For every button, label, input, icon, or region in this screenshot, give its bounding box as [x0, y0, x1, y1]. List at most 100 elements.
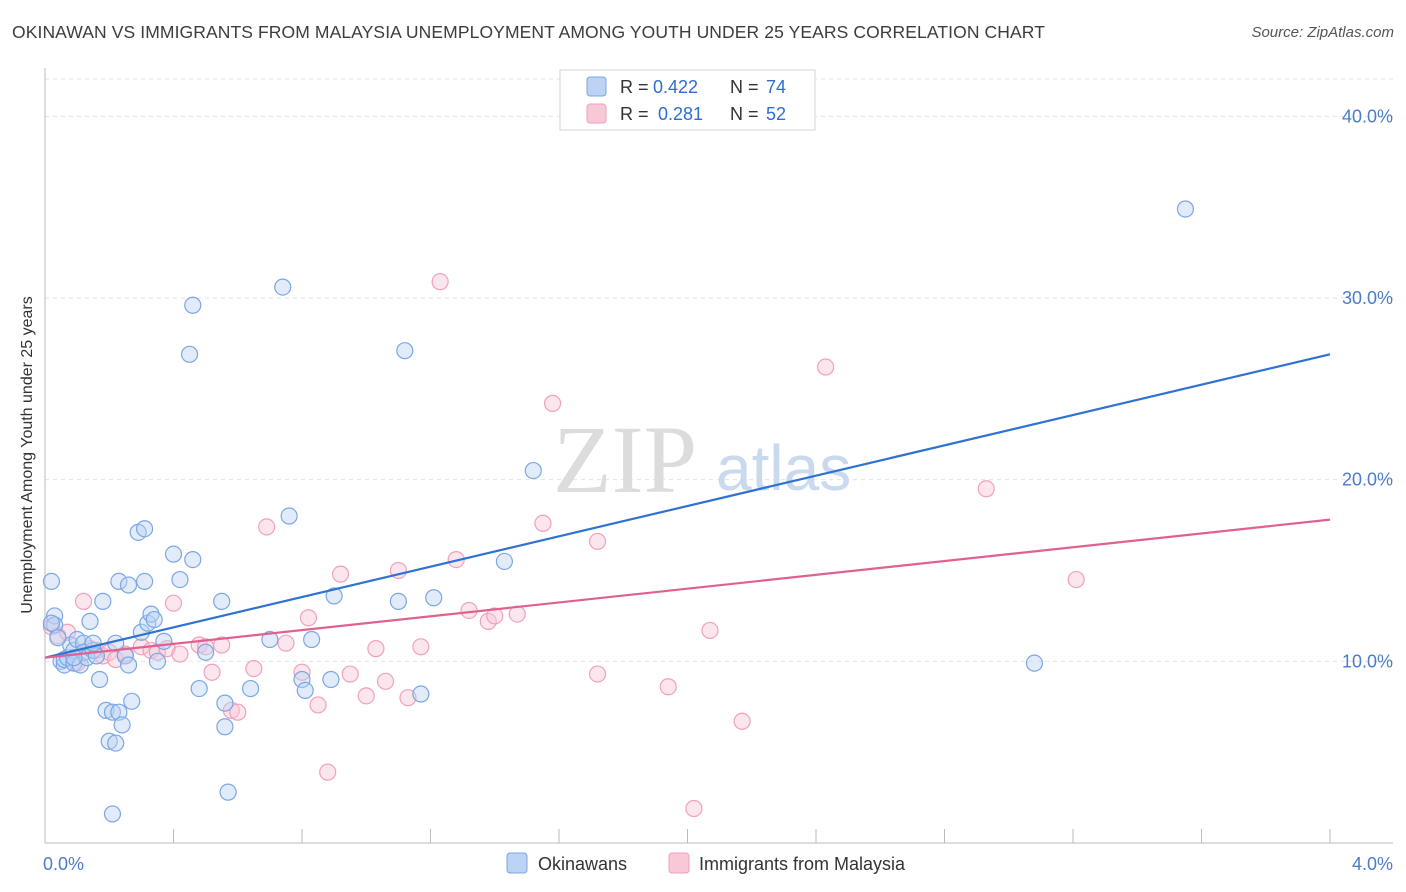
legend-r-value-1: 0.422 [653, 77, 698, 97]
point-okinawans [110, 703, 128, 721]
y-tick-label: 20.0% [1342, 470, 1393, 490]
watermark: ZIP atlas [553, 406, 851, 513]
point-okinawans [184, 550, 202, 569]
watermark-zip: ZIP [553, 406, 697, 513]
point-immigrants-from-malaysia [367, 640, 385, 658]
point-immigrants-from-malaysia [534, 514, 552, 532]
point-immigrants-from-malaysia [74, 592, 93, 610]
point-immigrants-from-malaysia [203, 663, 221, 681]
point-immigrants-from-malaysia [733, 712, 751, 730]
point-immigrants-from-malaysia [701, 621, 719, 640]
point-immigrants-from-malaysia [376, 672, 395, 690]
point-immigrants-from-malaysia [543, 394, 562, 412]
point-okinawans [396, 342, 414, 360]
point-okinawans [293, 670, 311, 689]
point-immigrants-from-malaysia [685, 799, 703, 818]
bottom-legend-swatch-okinawans [506, 852, 528, 874]
legend-r-value-2: 0.281 [658, 104, 703, 124]
point-immigrants-from-malaysia [588, 532, 607, 551]
x-tick-label-min: 0.0% [43, 854, 84, 874]
point-okinawans [303, 630, 321, 649]
x-tick-label-max: 4.0% [1352, 854, 1393, 874]
point-okinawans [148, 652, 167, 670]
point-okinawans [110, 572, 128, 591]
point-okinawans [42, 572, 61, 591]
point-okinawans [425, 589, 443, 607]
point-okinawans [190, 679, 208, 698]
point-okinawans [94, 592, 112, 610]
point-okinawans [97, 701, 115, 719]
point-okinawans [135, 520, 154, 538]
y-tick-label: 10.0% [1342, 651, 1393, 671]
chart-title: OKINAWAN VS IMMIGRANTS FROM MALAYSIA UNE… [12, 22, 1045, 42]
point-okinawans [219, 783, 237, 801]
point-immigrants-from-malaysia [331, 565, 350, 583]
legend-n-value-2: 52 [766, 104, 786, 124]
point-immigrants-from-malaysia [229, 703, 247, 721]
point-immigrants-from-malaysia [245, 659, 263, 678]
point-immigrants-from-malaysia [164, 594, 183, 612]
bottom-legend: Okinawans Immigrants from Malaysia [506, 852, 906, 874]
bottom-legend-malaysia: Immigrants from Malaysia [699, 854, 906, 874]
point-okinawans [81, 612, 99, 630]
point-immigrants-from-malaysia [309, 696, 327, 714]
point-immigrants-from-malaysia [486, 607, 504, 625]
point-okinawans [1176, 200, 1195, 218]
point-okinawans [296, 681, 314, 700]
point-okinawans [145, 610, 163, 629]
point-okinawans [180, 345, 199, 363]
point-immigrants-from-malaysia [171, 645, 189, 663]
legend-r-label-2: R = [620, 104, 649, 124]
legend-n-label-2: N = [730, 104, 759, 124]
y-tick-label: 40.0% [1342, 106, 1393, 126]
point-okinawans [274, 278, 292, 296]
point-okinawans [325, 587, 343, 605]
series-okinawans [42, 200, 1195, 823]
point-okinawans [155, 632, 173, 650]
point-immigrants-from-malaysia [588, 665, 607, 683]
trend-line-okinawans [44, 353, 1331, 659]
x-tick-labels: 0.0% 4.0% [43, 854, 1393, 874]
axes [44, 68, 1393, 844]
point-okinawans [280, 507, 298, 525]
trend-line-immigrants-from-malaysia [44, 518, 1331, 659]
point-immigrants-from-malaysia [293, 663, 311, 681]
point-immigrants-from-malaysia [213, 636, 231, 654]
point-okinawans [113, 716, 131, 734]
legend-box: R = 0.422 N = 74 R = 0.281 N = 52 [559, 69, 816, 131]
point-okinawans [119, 576, 138, 594]
point-okinawans [1025, 654, 1044, 672]
source-label: Source: ZipAtlas.com [1251, 24, 1394, 41]
point-okinawans [49, 629, 67, 647]
point-okinawans [389, 592, 407, 610]
point-okinawans [213, 592, 231, 610]
point-immigrants-from-malaysia [817, 358, 835, 376]
point-immigrants-from-malaysia [977, 480, 995, 498]
point-okinawans [103, 805, 122, 823]
legend-n-value-1: 74 [766, 77, 786, 97]
legend-swatch-malaysia [586, 103, 607, 124]
point-okinawans [107, 734, 125, 752]
point-okinawans [261, 630, 279, 649]
bottom-legend-okinawans: Okinawans [538, 854, 627, 874]
point-immigrants-from-malaysia [1067, 570, 1085, 589]
point-okinawans [216, 694, 234, 712]
point-okinawans [495, 552, 513, 571]
point-okinawans [322, 670, 340, 689]
point-immigrants-from-malaysia [319, 763, 337, 781]
point-immigrants-from-malaysia [258, 518, 276, 536]
point-immigrants-from-malaysia [431, 273, 449, 291]
point-immigrants-from-malaysia [341, 665, 359, 683]
point-okinawans [184, 296, 202, 314]
trend-lines [44, 353, 1331, 659]
point-okinawans [142, 605, 160, 623]
point-okinawans [119, 656, 138, 674]
point-immigrants-from-malaysia [399, 689, 417, 707]
y-tick-labels: 10.0% 20.0% 30.0% 40.0% [1342, 106, 1393, 671]
legend-swatch-okinawans [586, 76, 607, 97]
point-okinawans [91, 670, 109, 689]
series-immigrants-from-malaysia [42, 273, 1085, 818]
point-okinawans [197, 643, 215, 661]
point-immigrants-from-malaysia [412, 638, 430, 656]
